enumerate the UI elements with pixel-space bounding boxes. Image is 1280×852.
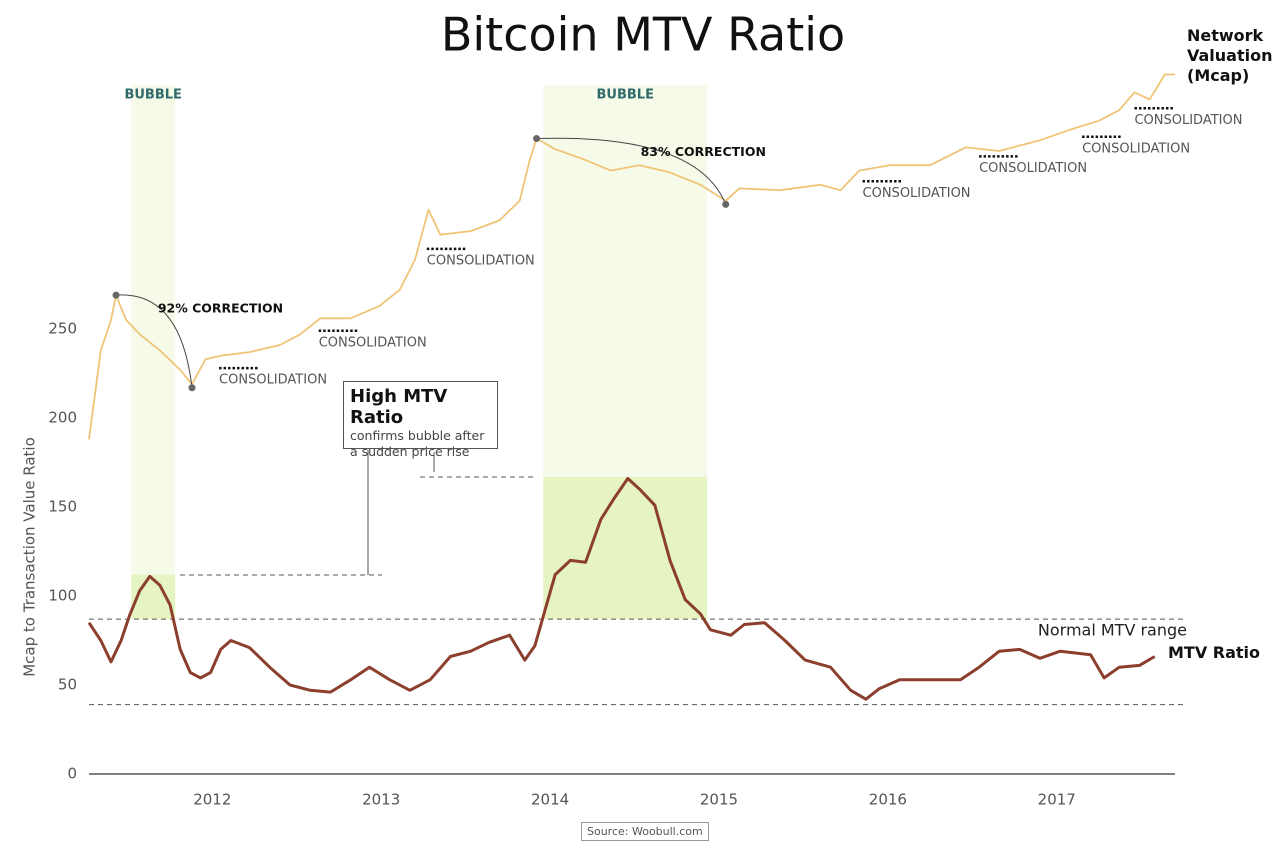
y-tick-label: 250: [48, 320, 77, 338]
series-label: MTV Ratio: [1168, 643, 1260, 662]
x-tick-label: 2017: [1038, 791, 1076, 809]
series-line: [88, 73, 1175, 440]
x-tick-label: 2013: [362, 791, 400, 809]
y-tick-label: 50: [58, 676, 77, 694]
chart-title: Bitcoin MTV Ratio: [441, 8, 845, 62]
consolidation-label: CONSOLIDATION: [863, 186, 971, 201]
callout-line: a sudden price rise: [350, 444, 470, 459]
x-tick-label: 2014: [531, 791, 569, 809]
correction-point: [533, 135, 541, 143]
correction-point: [112, 291, 120, 299]
y-tick-label: 0: [67, 765, 77, 783]
series-line: [87, 477, 1156, 701]
callout-line: confirms bubble after: [350, 428, 485, 443]
correction-label: 83% CORRECTION: [641, 144, 766, 159]
normal-range-label: Normal MTV range: [1038, 621, 1187, 640]
x-tick-label: 2012: [193, 791, 231, 809]
correction-label: 92% CORRECTION: [158, 301, 283, 316]
bubble-region: [131, 85, 176, 575]
y-tick-label: 200: [48, 409, 77, 427]
y-tick-label: 100: [48, 587, 77, 605]
x-tick-label: 2015: [700, 791, 738, 809]
consolidation-label: CONSOLIDATION: [979, 161, 1087, 176]
correction-arc: [536, 137, 727, 205]
callout-title: High MTV Ratio: [350, 386, 448, 428]
x-tick-label: 2016: [869, 791, 907, 809]
bubble-peak-region: [543, 476, 708, 620]
consolidation-label: CONSOLIDATION: [1082, 141, 1190, 156]
y-axis-label: Mcap to Transaction Value Ratio: [21, 437, 39, 677]
background-layer: [131, 85, 708, 620]
bubble-label: BUBBLE: [124, 88, 181, 103]
bubble-label: BUBBLE: [597, 88, 654, 103]
correction-point: [188, 384, 196, 392]
consolidation-label: CONSOLIDATION: [427, 253, 535, 268]
consolidation-label: CONSOLIDATION: [319, 335, 427, 350]
series-label: Network Valuation (Mcap): [1187, 26, 1273, 85]
source: Source: Woobull.com: [581, 822, 709, 841]
correction-point: [722, 200, 730, 208]
consolidation-label: CONSOLIDATION: [1134, 113, 1242, 128]
consolidation-label: CONSOLIDATION: [219, 373, 327, 388]
correction-arc: [115, 294, 193, 388]
y-tick-label: 150: [48, 498, 77, 516]
callout: High MTV Ratio confirms bubble after a s…: [343, 381, 498, 459]
bubble-region: [543, 85, 708, 477]
